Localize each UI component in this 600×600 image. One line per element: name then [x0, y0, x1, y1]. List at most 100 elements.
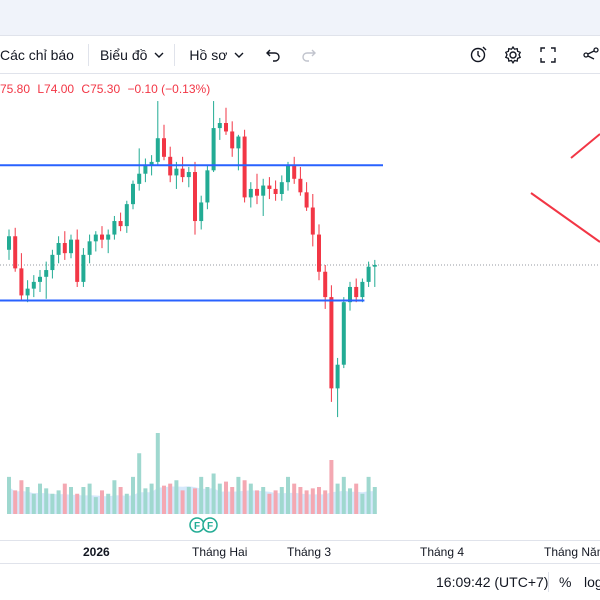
status-bar: 16:09:42 (UTC+7) % log [0, 563, 600, 600]
volume-bar [366, 476, 371, 514]
volume-bar [230, 487, 235, 514]
candle-body [372, 264, 377, 267]
candle-body [230, 131, 235, 149]
volume-bar [81, 487, 86, 514]
share-icon[interactable] [582, 36, 600, 74]
candle-body [261, 185, 266, 196]
legend-open: 75.80 [0, 82, 31, 96]
volume-bar [217, 483, 222, 514]
volume-bar [100, 490, 104, 514]
drawing-line-lower [530, 192, 600, 243]
volume-bar [267, 493, 272, 514]
volume-bar [304, 490, 309, 514]
candle-body [7, 236, 11, 250]
percent-scale-toggle[interactable]: % [559, 574, 572, 590]
clock-timezone[interactable]: 16:09:42 (UTC+7) [436, 574, 549, 590]
volume-bar [106, 493, 111, 514]
candle-body [75, 239, 80, 282]
volume-bar [124, 493, 129, 514]
candle-body [162, 138, 166, 157]
candle-body [224, 123, 228, 132]
volume-bar [273, 490, 278, 514]
candle-body [298, 178, 303, 193]
candle-body [50, 254, 55, 271]
redo-icon[interactable] [294, 36, 324, 74]
volume-bar [143, 488, 148, 514]
candle-body [137, 173, 142, 184]
volume-bar [298, 487, 303, 514]
volume-bar [25, 487, 30, 514]
chart-type-dropdown[interactable]: Biểu đồ [100, 36, 164, 74]
candle-body [62, 243, 67, 254]
profile-label: Hồ sơ [189, 46, 228, 63]
candle-body [317, 234, 321, 272]
volume-bar [137, 453, 142, 514]
volume-bar [87, 483, 92, 514]
volume-bar [261, 487, 266, 514]
indicators-button[interactable]: Các chỉ báo [0, 36, 74, 74]
xaxis-label-year: 2026 [83, 545, 110, 559]
volume-bar [193, 488, 197, 514]
volume-bar [205, 487, 210, 514]
candle-body [69, 239, 73, 254]
alert-icon[interactable] [464, 36, 494, 74]
candle-body [199, 202, 204, 222]
candle-body [93, 234, 98, 242]
candle-body [124, 204, 129, 227]
chart-type-label: Biểu đồ [99, 46, 148, 63]
candle-body [106, 234, 111, 240]
candle-body [354, 286, 359, 298]
legend-close: C75.30 [81, 82, 121, 96]
volume-bar [180, 490, 185, 514]
volume-bar [348, 488, 352, 514]
volume-bar [286, 476, 290, 514]
candle-body [87, 241, 92, 255]
volume-bar [155, 433, 160, 514]
volume-bar [131, 476, 135, 514]
candle-body [304, 192, 309, 208]
volume-bar [341, 476, 346, 514]
volume-bar [168, 483, 173, 514]
volume-bar [255, 490, 259, 514]
fullscreen-icon[interactable] [533, 36, 563, 74]
toolbar-divider [87, 43, 89, 66]
candle-body [286, 165, 290, 183]
settings-gear-icon[interactable] [498, 36, 528, 74]
volume-bar [13, 490, 18, 514]
volume-bar [279, 487, 284, 514]
volume-bar [211, 473, 216, 514]
candle-body [180, 168, 185, 178]
volume-bar [75, 493, 80, 514]
volume-bar [199, 476, 204, 514]
undo-icon[interactable] [258, 36, 288, 74]
volume-bar [292, 483, 297, 514]
volume-bar [118, 487, 123, 514]
legend-low: L74.00 [37, 82, 75, 96]
log-scale-toggle[interactable]: log [584, 574, 600, 590]
event-marker-label: F [194, 521, 200, 532]
event-marker-label: F [207, 521, 213, 532]
volume-bar [62, 483, 67, 514]
candle-body [38, 276, 42, 282]
candle-body [323, 271, 328, 298]
status-divider [548, 572, 549, 592]
indicators-label: Các chỉ báo [0, 46, 74, 63]
candle-body [131, 183, 135, 205]
candle-body [186, 172, 191, 178]
volume-bar [310, 488, 315, 514]
candle-body [143, 165, 148, 174]
time-axis-divider [0, 540, 600, 541]
profile-dropdown[interactable]: Hồ sơ [189, 36, 244, 74]
toolbar-divider [174, 43, 176, 66]
candle-body [100, 234, 104, 240]
xaxis-label-mar: Tháng 3 [287, 545, 332, 559]
event-marker [202, 517, 218, 533]
candle-body [13, 236, 18, 269]
legend-change: −0.10 (−0.13%) [127, 82, 211, 96]
candle-body [211, 128, 216, 171]
volume-bar [248, 483, 253, 514]
candle-body [56, 243, 61, 255]
volume-bar [149, 483, 154, 514]
candle-body [217, 123, 222, 129]
